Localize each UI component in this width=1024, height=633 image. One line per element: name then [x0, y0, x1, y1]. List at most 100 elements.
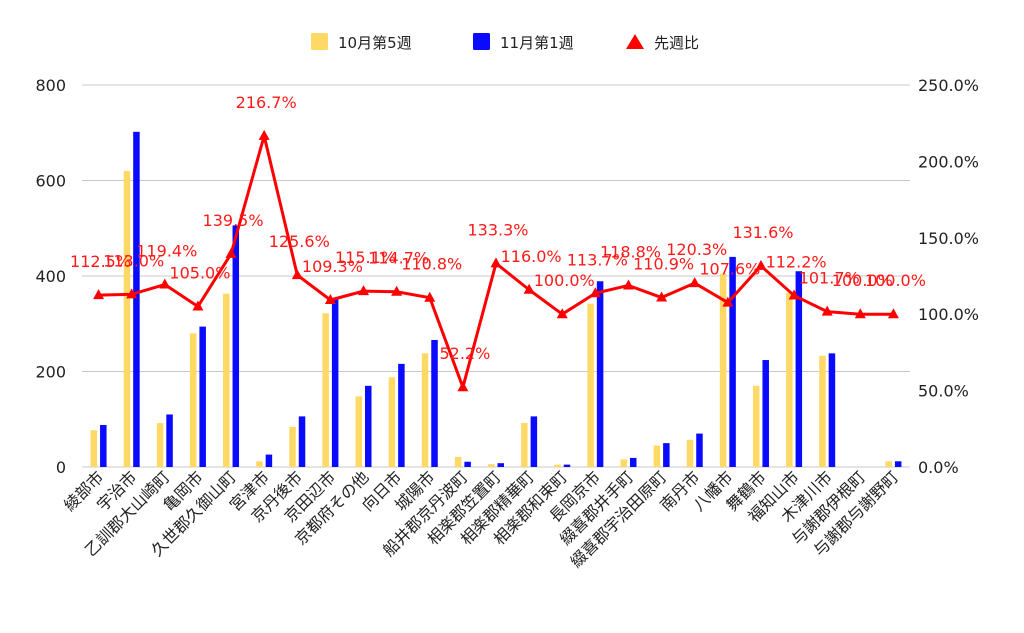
- ratio-data-label: 131.6%: [732, 223, 793, 242]
- left-tick-label: 400: [35, 267, 66, 286]
- ratio-point: [291, 269, 303, 280]
- bar: [365, 385, 372, 467]
- bar: [828, 353, 836, 467]
- ratio-data-label: 125.6%: [269, 232, 330, 251]
- ratio-point: [523, 283, 535, 294]
- ratio-point: [391, 285, 403, 296]
- left-tick-label: 800: [35, 76, 66, 95]
- legend-item[interactable]: 11月第1週: [473, 33, 574, 52]
- ratio-point: [656, 291, 668, 302]
- right-tick-label: 150.0%: [918, 229, 979, 248]
- bar: [587, 303, 594, 467]
- ratio-data-label: 110.9%: [633, 255, 694, 274]
- ratio-point: [358, 285, 370, 296]
- bar: [355, 396, 363, 467]
- legend-label: 先週比: [654, 34, 699, 52]
- ratio-data-label: 100.0%: [865, 271, 926, 290]
- ratio-data-label: 115.1%: [335, 248, 396, 267]
- bar: [729, 256, 736, 467]
- legend[interactable]: 10月第5週 11月第1週 先週比: [311, 33, 699, 52]
- ratio-data-label: 110.8%: [401, 255, 462, 274]
- legend-label: 11月第1週: [500, 34, 574, 52]
- bar: [696, 433, 703, 467]
- bar: [762, 360, 769, 467]
- legend-item[interactable]: 10月第5週: [311, 33, 412, 52]
- bar: [123, 170, 131, 467]
- ratio-data-label: 139.5%: [203, 211, 264, 230]
- legend-item[interactable]: 先週比: [626, 34, 699, 52]
- right-tick-label: 50.0%: [918, 382, 969, 401]
- ratio-data-label: 112.2%: [766, 253, 827, 272]
- bar: [563, 464, 571, 467]
- bar: [431, 339, 438, 467]
- bar: [398, 363, 405, 467]
- ratio-point: [887, 308, 899, 319]
- right-tick-label: 200.0%: [918, 152, 979, 171]
- ratio-data-label: 101.7%: [799, 269, 860, 288]
- ratio-line: 112.5%113.0%119.4% 105.0% 139.5% 216.7% 125.…: [70, 93, 926, 392]
- bar: [289, 426, 296, 467]
- ratio-data-label: 112.5%: [70, 252, 131, 271]
- ratio-point: [722, 296, 734, 307]
- ratio-point: [689, 277, 701, 288]
- bar: [265, 454, 273, 467]
- bar: [223, 293, 230, 467]
- ratio-data-label: 216.7%: [236, 93, 297, 112]
- bar: [199, 326, 206, 467]
- ratio-data-label: 113.0%: [103, 251, 164, 270]
- bar: [530, 416, 538, 467]
- ratio-data-label: 114.7%: [368, 249, 429, 268]
- bar: [686, 439, 694, 467]
- bar: [322, 313, 329, 467]
- ratio-point: [788, 289, 800, 300]
- ratio-data-label: 113.7%: [567, 250, 628, 269]
- left-axis: 0 200 400 600 800: [35, 76, 66, 477]
- right-tick-label: 250.0%: [918, 76, 979, 95]
- legend-swatch: [626, 34, 644, 49]
- ratio-data-label: 100.0%: [832, 271, 893, 290]
- ratio-data-label: 100.0%: [534, 271, 595, 290]
- bar: [894, 461, 902, 467]
- ratio-data-label: 109.3%: [302, 257, 363, 276]
- ratio-point: [192, 300, 204, 311]
- legend-swatch: [473, 33, 490, 50]
- ratio-data-label: 105.0%: [169, 264, 230, 283]
- bar: [156, 423, 164, 467]
- bar: [488, 464, 495, 467]
- bar: [331, 298, 339, 467]
- bar: [653, 445, 661, 467]
- ratio-data-label: 133.3%: [467, 220, 528, 239]
- ratio-point: [490, 257, 502, 268]
- bar: [620, 459, 627, 467]
- left-tick-label: 0: [56, 458, 66, 477]
- bar: [464, 461, 471, 467]
- ratio-point: [556, 308, 568, 319]
- bar: [256, 461, 263, 467]
- ratio-point: [622, 279, 634, 290]
- ratio-point: [93, 289, 105, 300]
- ratio-point: [821, 305, 833, 316]
- ratio-point: [755, 259, 767, 270]
- ratio-data-label: 52.2%: [439, 344, 490, 363]
- bar: [90, 430, 98, 467]
- left-tick-label: 600: [35, 172, 66, 191]
- ratio-point: [225, 247, 237, 258]
- ratio-data-label: 118.8%: [600, 242, 661, 261]
- legend-swatch: [311, 33, 328, 50]
- bar: [497, 463, 504, 467]
- ratio-data-label: 107.6%: [699, 260, 760, 279]
- bar: [100, 424, 107, 467]
- gridlines: [82, 84, 910, 468]
- bar: [554, 464, 561, 467]
- bar: [885, 461, 892, 467]
- bar: [795, 271, 803, 467]
- ratio-point: [589, 287, 601, 298]
- ratio-data-label: 119.4%: [136, 242, 197, 261]
- bar: [819, 355, 826, 467]
- ratio-point: [126, 288, 138, 299]
- bar: [166, 414, 173, 467]
- right-tick-label: 0.0%: [918, 458, 959, 477]
- category-labels: 綾部市宇治市乙訓郡大山崎町亀岡市久世郡久御山町宮津市京丹後市京田辺市京都府その他…: [60, 467, 902, 571]
